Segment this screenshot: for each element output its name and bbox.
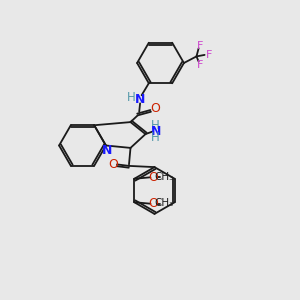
Text: H: H (151, 118, 160, 132)
Text: N: N (151, 124, 161, 138)
Text: O: O (148, 197, 158, 210)
Text: H: H (127, 91, 135, 104)
Text: F: F (197, 40, 204, 51)
Text: N: N (102, 144, 112, 158)
Text: F: F (206, 50, 213, 60)
Text: O: O (108, 158, 118, 171)
Text: O: O (148, 171, 158, 184)
Text: N: N (135, 93, 145, 106)
Text: F: F (197, 60, 204, 70)
Text: CH₃: CH₃ (154, 172, 174, 182)
Text: CH₃: CH₃ (154, 198, 174, 208)
Text: H: H (151, 131, 160, 144)
Text: O: O (150, 102, 160, 115)
